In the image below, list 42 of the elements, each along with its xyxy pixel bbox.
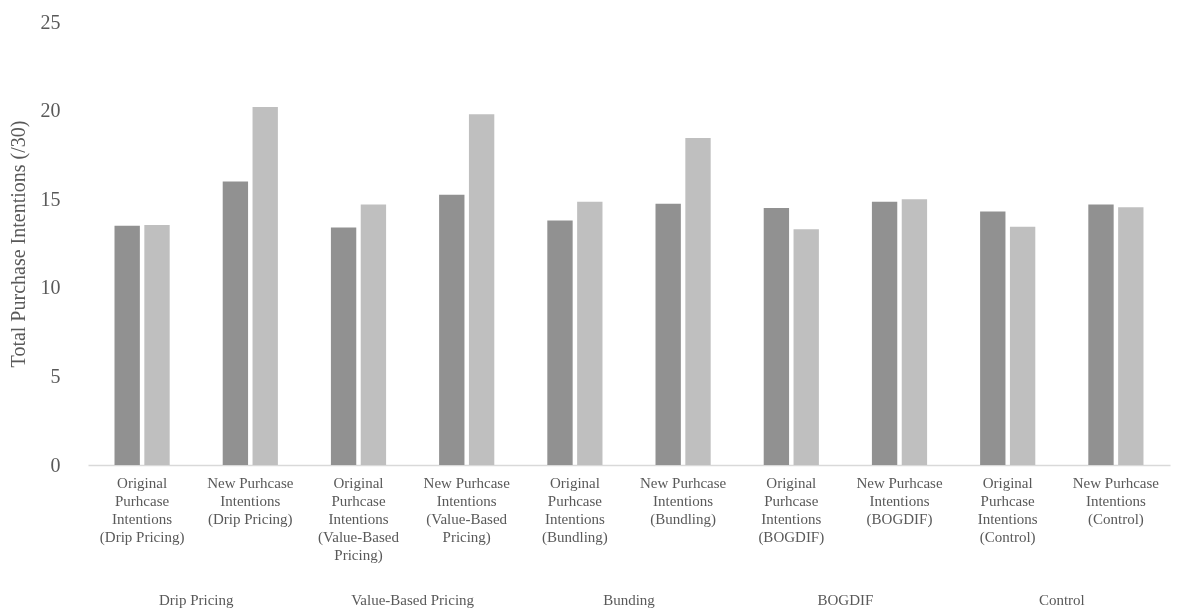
bar bbox=[1088, 204, 1114, 465]
y-tick-label: 25 bbox=[40, 10, 61, 33]
y-tick-label: 10 bbox=[40, 276, 61, 299]
bar bbox=[577, 201, 603, 465]
bar bbox=[871, 201, 898, 465]
x-tick-label: Original Purhcase Intentions (BOGDIF) bbox=[758, 474, 825, 546]
bar bbox=[763, 208, 790, 465]
x-tick-label: Original Purhcase Intentions (Control) bbox=[977, 474, 1038, 546]
bar bbox=[330, 227, 357, 465]
bar bbox=[144, 224, 170, 465]
bar bbox=[793, 229, 819, 465]
bar bbox=[252, 107, 278, 465]
y-axis-title: Total Purchase Intentions (/30) bbox=[6, 120, 30, 368]
bar bbox=[655, 203, 681, 465]
x-tick-label: Original Purhcase Intentions (Value-Based Pricing) bbox=[318, 474, 400, 564]
text: Bunding bbox=[603, 592, 656, 608]
bar bbox=[222, 181, 249, 465]
bar bbox=[468, 114, 495, 465]
y-tick-label: 20 bbox=[40, 99, 61, 122]
bar bbox=[547, 220, 573, 465]
y-tick-label: 15 bbox=[40, 187, 61, 210]
y-tick-label: 5 bbox=[50, 364, 61, 387]
x-tick-label: Original Purhcase Intentions (Drip Pricing) bbox=[99, 474, 185, 546]
text: Value-Based Pricing bbox=[351, 592, 475, 608]
x-tick-label: New Purhcase Intentions (Value-Based Pricing) bbox=[423, 474, 511, 546]
x-tick-label: New Purhcase Intentions (Bundling) bbox=[639, 474, 727, 528]
bar bbox=[114, 225, 140, 465]
x-tick-label: New Purhcase Intentions (BOGDIF) bbox=[856, 474, 943, 528]
bar bbox=[901, 199, 928, 465]
y-tick-label: 0 bbox=[50, 453, 61, 476]
x-tick-label: New Purhcase Intentions (Control) bbox=[1072, 474, 1160, 528]
bar bbox=[360, 204, 387, 465]
text: BOGDIF bbox=[817, 592, 874, 608]
text: Drip Pricing bbox=[158, 592, 234, 608]
bar bbox=[1118, 207, 1144, 465]
text: Control bbox=[1038, 592, 1085, 608]
bar bbox=[1009, 226, 1036, 465]
bar bbox=[439, 194, 465, 465]
x-tick-label: New Purhcase Intentions (Drip Pricing) bbox=[207, 474, 294, 528]
bar bbox=[685, 138, 711, 465]
bar bbox=[980, 211, 1006, 465]
x-tick-label: Original Purhcase Intentions (Bundling) bbox=[541, 474, 608, 546]
